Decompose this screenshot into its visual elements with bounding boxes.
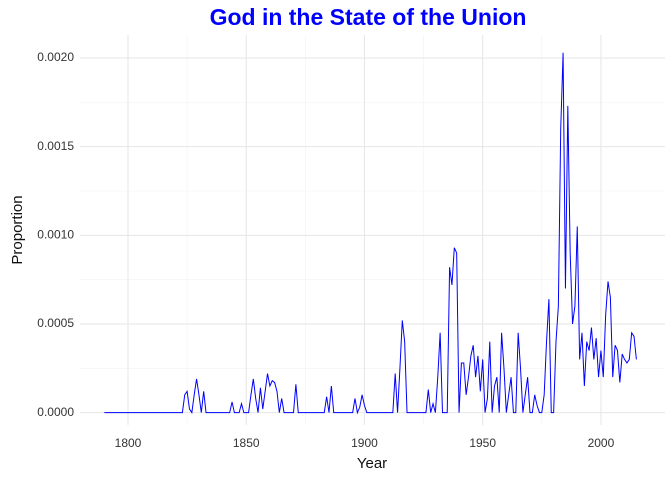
y-tick-label: 0.0010 (37, 227, 74, 241)
x-tick-label: 1800 (115, 436, 142, 450)
y-tick-label: 0.0000 (37, 405, 74, 419)
y-axis-title: Proportion (9, 195, 26, 264)
line-series (104, 52, 637, 415)
x-tick-label: 1850 (233, 436, 260, 450)
y-tick-label: 0.0020 (37, 50, 74, 64)
x-tick-label: 1900 (351, 436, 378, 450)
x-axis-title: Year (357, 455, 387, 472)
x-tick-label: 1950 (469, 436, 496, 450)
chart-title: God in the State of the Union (210, 4, 527, 30)
x-tick-label: 2000 (588, 436, 615, 450)
y-tick-label: 0.0005 (37, 316, 74, 330)
y-tick-label: 0.0015 (37, 139, 74, 153)
grid (80, 35, 665, 425)
